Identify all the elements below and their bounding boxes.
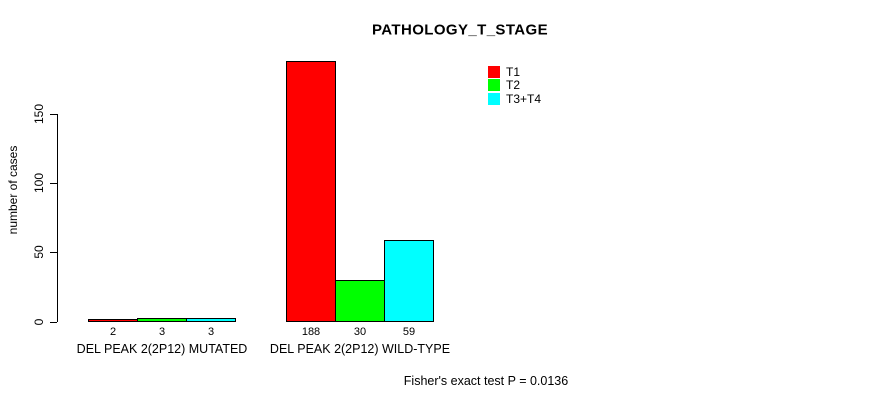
legend-item: T3+T4 (488, 92, 541, 106)
x-axis-group-label: DEL PEAK 2(2P12) MUTATED (76, 342, 248, 356)
legend-swatch-t3-t4 (488, 92, 500, 105)
bar-value-label: 3 (207, 326, 215, 338)
bar-t1-group1 (88, 319, 138, 322)
bar-value-label: 59 (402, 326, 416, 338)
y-tick-label: 100 (32, 173, 46, 194)
legend-label: T3+T4 (506, 91, 542, 106)
bar-t2-group2 (335, 280, 385, 322)
y-axis-line (57, 114, 58, 322)
chart-title: PATHOLOGY_T_STAGE (372, 21, 548, 39)
y-axis-label: number of cases (6, 145, 20, 235)
y-tick-label: 0 (32, 318, 46, 325)
y-tick-mark (50, 252, 57, 254)
legend-swatch-t1 (488, 66, 500, 78)
bar-t2-group1 (137, 318, 187, 322)
y-tick-label: 50 (32, 245, 46, 260)
legend-item: T2 (488, 78, 520, 92)
bar-value-label: 3 (158, 326, 166, 338)
legend-item: T1 (488, 65, 520, 79)
bar-value-label: 30 (353, 326, 367, 338)
legend-label: T2 (506, 78, 521, 93)
fisher-test-note: Fisher's exact test P = 0.0136 (403, 374, 569, 388)
bar-value-label: 2 (109, 326, 117, 338)
bar-t3-t4-group2 (384, 240, 434, 322)
y-tick-mark (50, 183, 57, 185)
y-tick-mark (50, 321, 57, 323)
bar-value-label: 188 (301, 326, 321, 338)
x-axis-group-label: DEL PEAK 2(2P12) WILD-TYPE (269, 342, 451, 356)
legend-swatch-t2 (488, 79, 500, 92)
legend-label: T1 (506, 65, 521, 79)
bar-t3-t4-group1 (186, 318, 236, 322)
y-tick-label: 150 (32, 104, 46, 125)
y-tick-mark (50, 114, 57, 116)
bar-t1-group2 (286, 61, 336, 322)
